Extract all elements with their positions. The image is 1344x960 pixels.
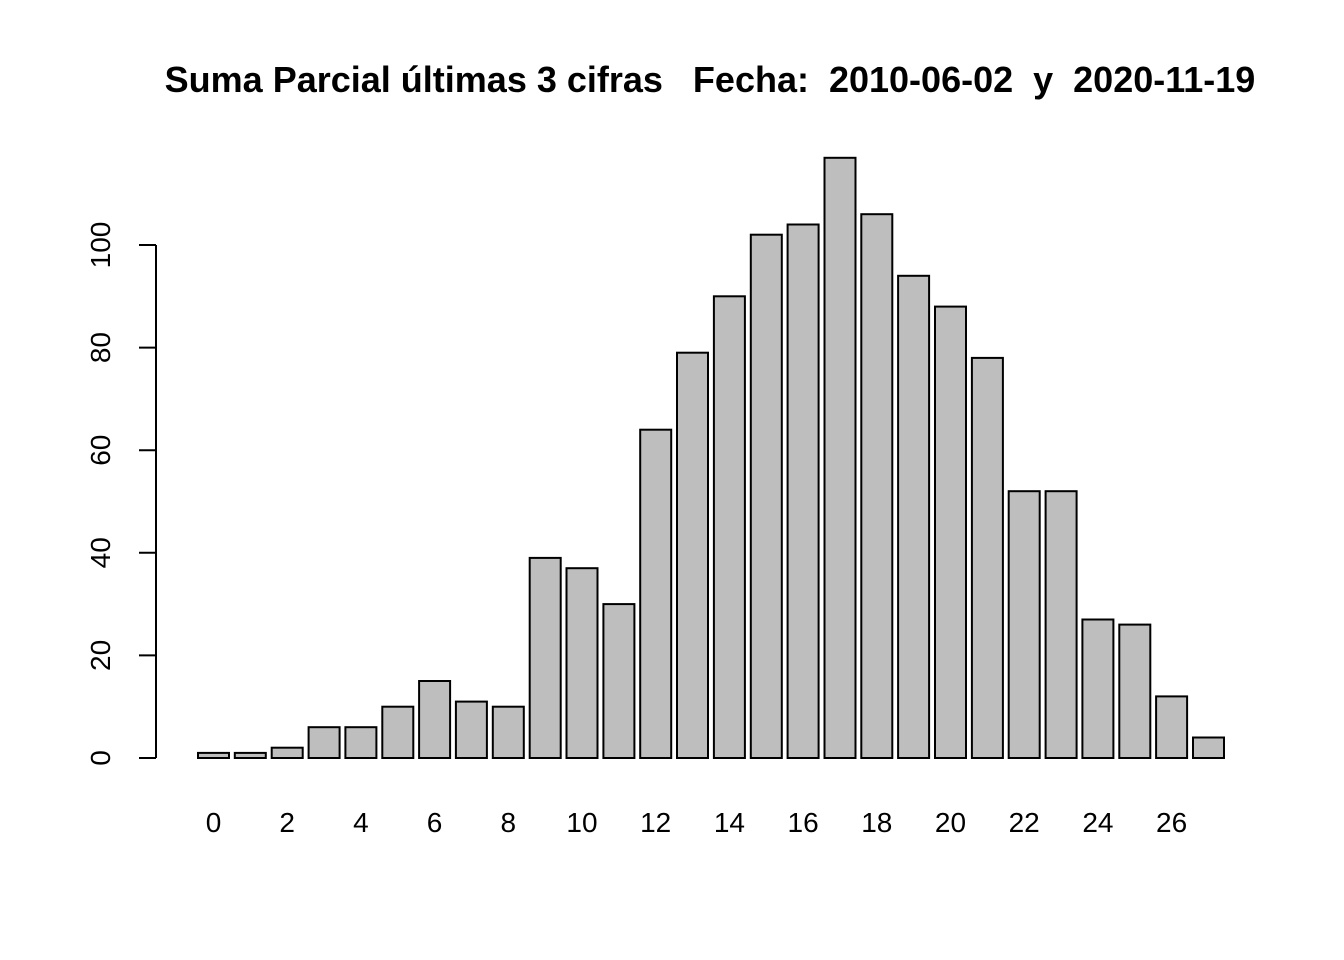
y-tick-label-100: 100 — [85, 222, 116, 269]
y-tick-label-60: 60 — [85, 435, 116, 466]
bar-23 — [1044, 490, 1078, 759]
bar-7 — [454, 700, 488, 759]
y-axis: 0 20 40 60 80 100 — [85, 222, 157, 766]
bar-5 — [381, 705, 415, 760]
bar-8 — [491, 705, 525, 760]
bar-27 — [1192, 736, 1225, 759]
bar-13 — [676, 351, 709, 759]
y-tick-label-20: 20 — [85, 640, 116, 671]
x-tick-label-16: 16 — [788, 807, 819, 838]
bar-26 — [1155, 695, 1189, 760]
x-tick-label-8: 8 — [501, 807, 517, 838]
bar-16 — [786, 223, 820, 759]
y-tick-label-40: 40 — [85, 537, 116, 568]
bar-17 — [823, 156, 857, 760]
x-tick-label-2: 2 — [279, 807, 295, 838]
bar-25 — [1118, 623, 1152, 759]
x-tick-label-18: 18 — [861, 807, 892, 838]
bar-24 — [1081, 618, 1115, 759]
y-tick-label-0: 0 — [85, 750, 116, 766]
bar-11 — [602, 603, 636, 759]
x-axis-labels: 0 2 4 6 8 10 12 14 16 18 20 22 24 26 — [206, 807, 1187, 838]
bar-18 — [860, 213, 894, 759]
x-tick-label-14: 14 — [714, 807, 745, 838]
bar-9 — [528, 556, 562, 760]
bar-2 — [270, 746, 304, 760]
bar-12 — [639, 428, 673, 759]
bar-14 — [712, 295, 746, 759]
x-tick-label-0: 0 — [206, 807, 222, 838]
bar-4 — [344, 726, 378, 760]
x-tick-label-20: 20 — [935, 807, 966, 838]
bar-10 — [565, 567, 599, 760]
x-tick-label-10: 10 — [566, 807, 597, 838]
chart-title: Suma Parcial últimas 3 cifras Fecha: 201… — [165, 59, 1256, 100]
bar-15 — [749, 233, 783, 759]
x-tick-label-12: 12 — [640, 807, 671, 838]
bar-6 — [418, 680, 452, 759]
bar-0 — [197, 751, 230, 760]
bar-19 — [897, 274, 931, 759]
bars-group — [197, 156, 1225, 760]
x-tick-label-4: 4 — [353, 807, 369, 838]
bar-3 — [307, 726, 341, 760]
x-tick-label-24: 24 — [1082, 807, 1113, 838]
x-tick-label-26: 26 — [1156, 807, 1187, 838]
x-tick-label-22: 22 — [1009, 807, 1040, 838]
bar-22 — [1007, 490, 1041, 759]
y-tick-label-80: 80 — [85, 332, 116, 363]
bar-1 — [233, 751, 267, 760]
x-tick-label-6: 6 — [427, 807, 443, 838]
bar-21 — [970, 356, 1004, 759]
bar-20 — [934, 305, 967, 759]
